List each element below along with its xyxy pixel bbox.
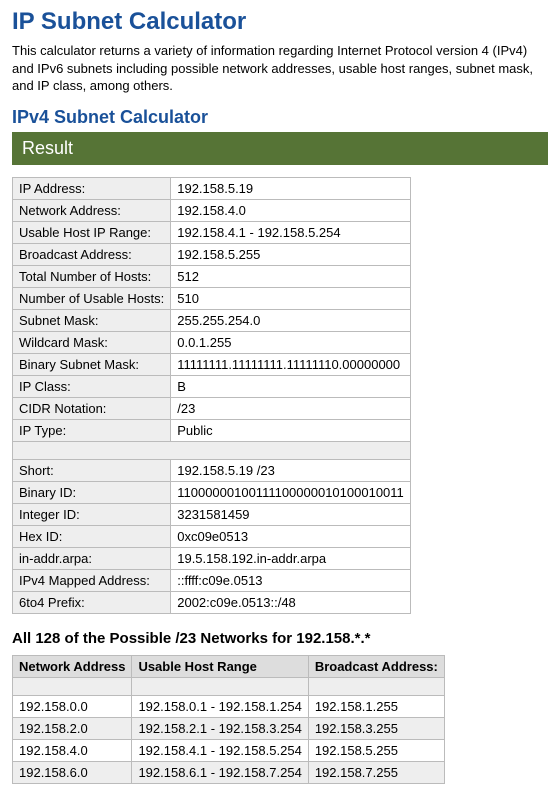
table-row: 192.158.4.0192.158.4.1 - 192.158.5.25419… — [13, 739, 445, 761]
result-label: Subnet Mask: — [13, 309, 171, 331]
result-label: IP Type: — [13, 419, 171, 441]
result-value: 0xc09e0513 — [171, 525, 411, 547]
networks-title: All 128 of the Possible /23 Networks for… — [12, 630, 548, 647]
result-value: 192.158.5.255 — [171, 243, 411, 265]
result-value: ::ffff:c09e.0513 — [171, 569, 411, 591]
result-value: B — [171, 375, 411, 397]
intro-text: This calculator returns a variety of inf… — [12, 42, 548, 95]
table-cell: 192.158.5.255 — [308, 739, 444, 761]
result-label: Usable Host IP Range: — [13, 221, 171, 243]
col-broadcast-address: Broadcast Address: — [308, 655, 444, 677]
table-cell: 192.158.6.1 - 192.158.7.254 — [132, 761, 308, 783]
networks-table: Network Address Usable Host Range Broadc… — [12, 655, 445, 784]
result-value: Public — [171, 419, 411, 441]
result-value: 510 — [171, 287, 411, 309]
spacer-row — [13, 441, 411, 459]
result-label: in-addr.arpa: — [13, 547, 171, 569]
spacer-cell — [132, 677, 308, 695]
result-table: IP Address:192.158.5.19Network Address:1… — [12, 177, 411, 614]
spacer-cell — [308, 677, 444, 695]
result-value: 192.158.5.19 — [171, 177, 411, 199]
result-value: 192.158.5.19 /23 — [171, 459, 411, 481]
result-bar: Result — [12, 132, 548, 165]
table-row: 192.158.2.0192.158.2.1 - 192.158.3.25419… — [13, 717, 445, 739]
result-value: 2002:c09e.0513::/48 — [171, 591, 411, 613]
table-cell: 192.158.0.1 - 192.158.1.254 — [132, 695, 308, 717]
result-value: 512 — [171, 265, 411, 287]
result-label: Short: — [13, 459, 171, 481]
result-label: Hex ID: — [13, 525, 171, 547]
result-label: Network Address: — [13, 199, 171, 221]
result-label: Binary Subnet Mask: — [13, 353, 171, 375]
result-value: 192.158.4.0 — [171, 199, 411, 221]
table-cell: 192.158.4.0 — [13, 739, 132, 761]
ipv4-heading: IPv4 Subnet Calculator — [12, 107, 548, 128]
result-label: Integer ID: — [13, 503, 171, 525]
result-label: IPv4 Mapped Address: — [13, 569, 171, 591]
table-cell: 192.158.6.0 — [13, 761, 132, 783]
result-value: 3231581459 — [171, 503, 411, 525]
result-value: 192.158.4.1 - 192.158.5.254 — [171, 221, 411, 243]
result-value: 0.0.1.255 — [171, 331, 411, 353]
table-cell: 192.158.2.0 — [13, 717, 132, 739]
spacer-cell — [13, 677, 132, 695]
result-label: CIDR Notation: — [13, 397, 171, 419]
col-network-address: Network Address — [13, 655, 132, 677]
result-value: 19.5.158.192.in-addr.arpa — [171, 547, 411, 569]
table-cell: 192.158.2.1 - 192.158.3.254 — [132, 717, 308, 739]
table-cell: 192.158.4.1 - 192.158.5.254 — [132, 739, 308, 761]
table-cell: 192.158.1.255 — [308, 695, 444, 717]
result-value: 11000000100111100000010100010011 — [171, 481, 411, 503]
result-label: Total Number of Hosts: — [13, 265, 171, 287]
table-row: 192.158.6.0192.158.6.1 - 192.158.7.25419… — [13, 761, 445, 783]
result-label: IP Address: — [13, 177, 171, 199]
table-cell: 192.158.7.255 — [308, 761, 444, 783]
table-cell: 192.158.3.255 — [308, 717, 444, 739]
result-label: Binary ID: — [13, 481, 171, 503]
table-cell: 192.158.0.0 — [13, 695, 132, 717]
result-value: 255.255.254.0 — [171, 309, 411, 331]
page-title: IP Subnet Calculator — [12, 8, 548, 36]
result-value: /23 — [171, 397, 411, 419]
table-row: 192.158.0.0192.158.0.1 - 192.158.1.25419… — [13, 695, 445, 717]
result-label: Number of Usable Hosts: — [13, 287, 171, 309]
result-label: IP Class: — [13, 375, 171, 397]
col-usable-host-range: Usable Host Range — [132, 655, 308, 677]
result-label: Wildcard Mask: — [13, 331, 171, 353]
result-label: 6to4 Prefix: — [13, 591, 171, 613]
result-label: Broadcast Address: — [13, 243, 171, 265]
result-value: 11111111.11111111.11111110.00000000 — [171, 353, 411, 375]
